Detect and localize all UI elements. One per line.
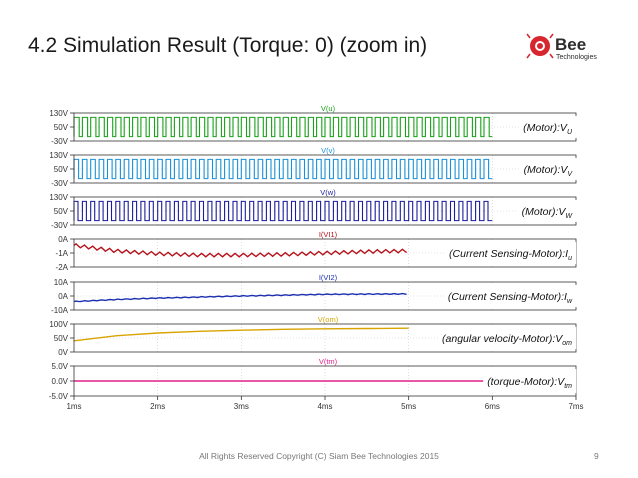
x-tick-label: 4ms bbox=[317, 402, 332, 411]
trace-name: I(VI2) bbox=[319, 273, 338, 282]
trace-vw bbox=[73, 200, 493, 222]
x-tick-label: 6ms bbox=[485, 402, 500, 411]
annotation-box bbox=[483, 369, 577, 393]
y-tick-label: -30V bbox=[51, 221, 69, 230]
slide-title: 4.2 Simulation Result (Torque: 0) (zoom … bbox=[28, 34, 428, 57]
series-annotation: (Motor):VW bbox=[522, 206, 574, 220]
y-tick-label: 50V bbox=[54, 123, 69, 132]
trace-name: V(u) bbox=[321, 104, 336, 113]
y-tick-label: 50V bbox=[54, 165, 69, 174]
trace-name: V(om) bbox=[318, 315, 339, 324]
y-tick-label: 50V bbox=[54, 334, 69, 343]
annotation-box bbox=[519, 158, 578, 180]
annotation-box bbox=[443, 285, 577, 307]
y-tick-label: -5.0V bbox=[49, 392, 69, 401]
y-tick-label: 130V bbox=[49, 151, 68, 160]
y-tick-label: 100V bbox=[49, 320, 68, 329]
series-annotation: (Motor):VU bbox=[523, 122, 573, 136]
annotation-box bbox=[517, 200, 578, 222]
trace-name: V(v) bbox=[321, 146, 335, 155]
footer-copyright: All Rights Reserved Copyright (C) Siam B… bbox=[199, 451, 439, 461]
trace-name: V(tm) bbox=[319, 357, 338, 366]
y-tick-label: 0A bbox=[58, 292, 68, 301]
y-tick-label: -30V bbox=[51, 137, 69, 146]
page-number: 9 bbox=[594, 451, 599, 461]
y-tick-label: -30V bbox=[51, 179, 69, 188]
y-tick-label: 5.0V bbox=[52, 362, 69, 371]
y-tick-label: 0V bbox=[58, 348, 68, 357]
bee-logo: Bee Technologies bbox=[526, 33, 597, 61]
trace-vv bbox=[73, 158, 493, 180]
bee-logo-mark bbox=[526, 33, 554, 59]
y-tick-label: -10A bbox=[51, 306, 69, 315]
x-tick-label: 3ms bbox=[234, 402, 249, 411]
x-tick-label: 1ms bbox=[66, 402, 81, 411]
y-tick-label: -2A bbox=[56, 263, 69, 272]
x-tick-label: 5ms bbox=[401, 402, 416, 411]
panel-7: 5.0V 0.0V -5.0V V(tm) (torque-Motor):Vtm bbox=[49, 357, 577, 401]
panel-1: 130V 50V -30V V(u) (Motor):VU bbox=[49, 104, 577, 146]
bee-logo-sub: Technologies bbox=[556, 54, 597, 61]
panel-3: 130V 50V -30V V(w) (Motor):VW bbox=[49, 188, 578, 230]
y-tick-label: 130V bbox=[49, 193, 68, 202]
simulation-chart: 130V 50V -30V V(u) (Motor):VU 130V 50V -30V V(v)… bbox=[49, 104, 584, 411]
trace-name: V(w) bbox=[320, 188, 336, 197]
annotation-box bbox=[445, 242, 577, 264]
trace-name: I(VI1) bbox=[319, 230, 338, 239]
series-annotation: (Current Sensing-Motor):Iw bbox=[448, 291, 573, 305]
y-tick-label: 10A bbox=[54, 278, 69, 287]
trace-ivi2 bbox=[73, 292, 407, 303]
y-tick-label: 130V bbox=[49, 109, 68, 118]
panel-4: 0A -1A -2A I(VI1) (Current Sensing-Motor):Iu bbox=[56, 230, 577, 272]
trace-vom bbox=[73, 327, 409, 342]
panel-6: 100V 50V 0V V(om) (angular velocity-Motor):V… bbox=[49, 315, 577, 357]
x-tick-label: 7ms bbox=[568, 402, 583, 411]
series-annotation: (Current Sensing-Motor):Iu bbox=[449, 248, 572, 262]
annotation-box bbox=[438, 327, 577, 349]
y-tick-label: 50V bbox=[54, 207, 69, 216]
annotation-box bbox=[519, 116, 577, 138]
x-tick-label: 2ms bbox=[150, 402, 165, 411]
series-annotation: (Motor):VV bbox=[524, 164, 574, 178]
panel-5: 10A 0A -10A I(VI2) (Current Sensing-Motor):I… bbox=[51, 273, 577, 315]
series-annotation: (angular velocity-Motor):Vom bbox=[442, 333, 572, 347]
trace-ivi1 bbox=[73, 243, 408, 258]
bee-logo-name: Bee bbox=[555, 35, 586, 54]
panel-2: 130V 50V -30V V(v) (Motor):VV bbox=[49, 146, 578, 188]
y-tick-label: 0.0V bbox=[52, 377, 69, 386]
y-tick-label: -1A bbox=[56, 249, 69, 258]
y-tick-label: 0A bbox=[58, 235, 68, 244]
trace-vu bbox=[73, 116, 493, 138]
series-annotation: (torque-Motor):Vtm bbox=[487, 376, 572, 390]
